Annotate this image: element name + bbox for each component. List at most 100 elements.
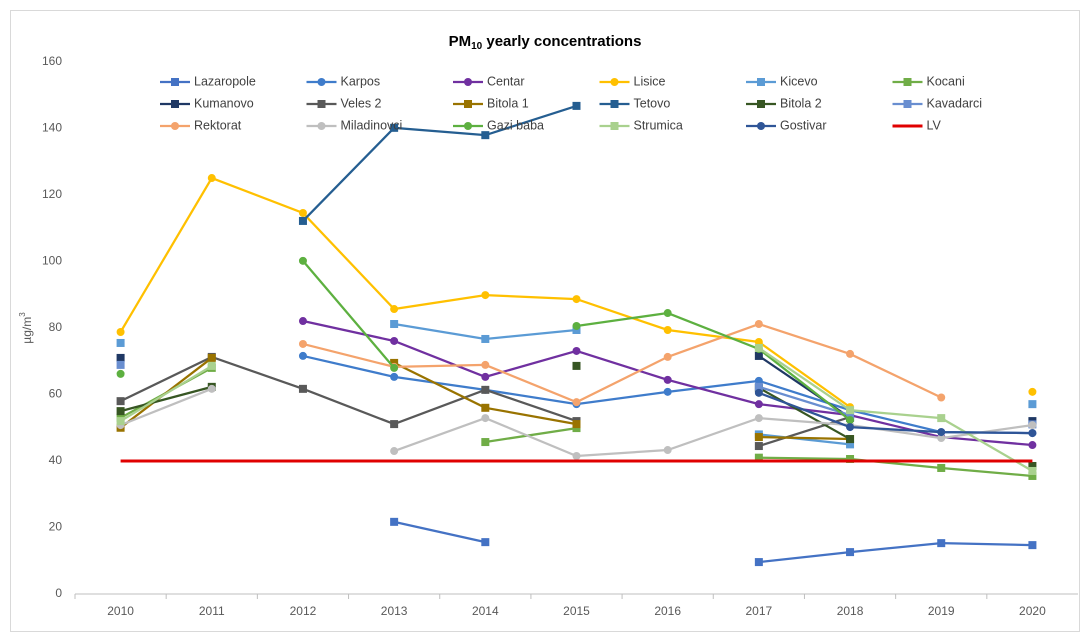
- data-point: [116, 369, 125, 378]
- x-tick-label: 2012: [290, 604, 317, 618]
- data-point: [754, 414, 763, 423]
- y-tick-label: 0: [55, 586, 62, 600]
- data-point: [116, 417, 125, 426]
- legend-label: Kicevo: [780, 74, 818, 88]
- legend-marker: [610, 78, 619, 86]
- data-point: [663, 446, 672, 455]
- ylabel-sup: 3: [18, 312, 27, 317]
- x-tick-label: 2010: [107, 604, 134, 618]
- data-point: [116, 353, 125, 362]
- data-point: [572, 361, 581, 370]
- legend-marker: [464, 78, 472, 86]
- data-point: [846, 440, 855, 449]
- data-point: [572, 398, 581, 407]
- data-point: [390, 320, 399, 329]
- legend-marker: [903, 78, 912, 86]
- data-point: [937, 434, 946, 443]
- data-point: [390, 336, 399, 345]
- data-point: [298, 351, 307, 360]
- x-tick-label: 2019: [928, 604, 955, 618]
- legend-label: Kavadarci: [927, 96, 983, 110]
- data-point: [1028, 541, 1037, 550]
- data-point: [116, 360, 125, 369]
- title-rest: yearly concentrations: [482, 33, 641, 50]
- data-point: [846, 349, 855, 358]
- data-point: [754, 558, 763, 567]
- data-point: [572, 101, 581, 110]
- data-point: [572, 420, 581, 429]
- y-tick-label: 60: [49, 387, 63, 401]
- data-point: [937, 428, 946, 437]
- data-point: [481, 372, 490, 381]
- data-point: [572, 322, 581, 331]
- data-point: [116, 407, 125, 416]
- series-line: [758, 391, 1033, 435]
- data-point: [481, 438, 490, 447]
- legend-marker: [757, 78, 765, 86]
- legend-label: Kocani: [927, 74, 965, 88]
- legend-label: Lazaropole: [194, 74, 256, 88]
- data-point: [663, 309, 672, 318]
- data-point: [1028, 466, 1037, 475]
- data-point: [754, 343, 763, 352]
- data-point: [846, 455, 855, 464]
- data-point: [1028, 421, 1037, 430]
- legend-label: Bitola 2: [780, 96, 822, 110]
- y-tick-label: 20: [49, 520, 63, 534]
- data-point: [937, 539, 946, 548]
- legend-label: Lisice: [634, 74, 666, 88]
- data-point: [481, 291, 490, 300]
- data-point: [298, 339, 307, 348]
- data-point: [298, 208, 307, 217]
- y-tick-label: 40: [49, 453, 63, 467]
- data-point: [390, 447, 399, 456]
- x-tick-label: 2018: [837, 604, 864, 618]
- data-point: [846, 416, 855, 425]
- data-point: [572, 452, 581, 461]
- title-main: PM: [449, 33, 472, 50]
- x-tick-label: 2016: [654, 604, 681, 618]
- data-point: [937, 393, 946, 402]
- data-point: [846, 423, 855, 432]
- data-point: [481, 360, 490, 369]
- legend-label: Tetovo: [634, 96, 671, 110]
- data-point: [116, 327, 125, 336]
- data-point: [481, 385, 490, 394]
- data-point: [754, 351, 763, 360]
- legend-marker: [171, 100, 179, 108]
- y-axis-label: µg/m3: [18, 312, 34, 344]
- legend-marker: [464, 122, 472, 130]
- x-tick-label: 2020: [1019, 604, 1046, 618]
- y-tick-label: 80: [49, 320, 63, 334]
- data-point: [481, 538, 490, 547]
- data-point: [1028, 471, 1037, 480]
- data-point: [754, 442, 763, 451]
- data-point: [1028, 441, 1037, 450]
- legend-label: Gazi baba: [487, 118, 544, 132]
- legend-label: Centar: [487, 74, 525, 88]
- legend-marker: [464, 100, 472, 108]
- x-tick-label: 2015: [563, 604, 590, 618]
- legend-marker: [757, 122, 765, 130]
- legend-label: Gostivar: [780, 118, 827, 132]
- data-point: [663, 352, 672, 361]
- data-point: [390, 420, 399, 429]
- data-point: [390, 123, 399, 132]
- legend-marker: [610, 100, 619, 108]
- chart-title: PM10 yearly concentrations: [449, 33, 642, 52]
- data-point: [481, 334, 490, 343]
- series-line: [302, 260, 851, 421]
- legend-marker: [317, 100, 326, 108]
- series-line: [302, 104, 577, 222]
- data-point: [1028, 429, 1037, 438]
- data-point: [937, 463, 946, 472]
- legend-label: Miladinovci: [341, 118, 403, 132]
- legend-label: Rektorat: [194, 118, 242, 132]
- legend-marker: [171, 122, 179, 130]
- data-point: [481, 131, 490, 140]
- legend-marker: [317, 78, 326, 86]
- legend-marker: [317, 122, 326, 130]
- data-point: [754, 388, 763, 397]
- data-point: [663, 375, 672, 384]
- data-point: [390, 372, 399, 381]
